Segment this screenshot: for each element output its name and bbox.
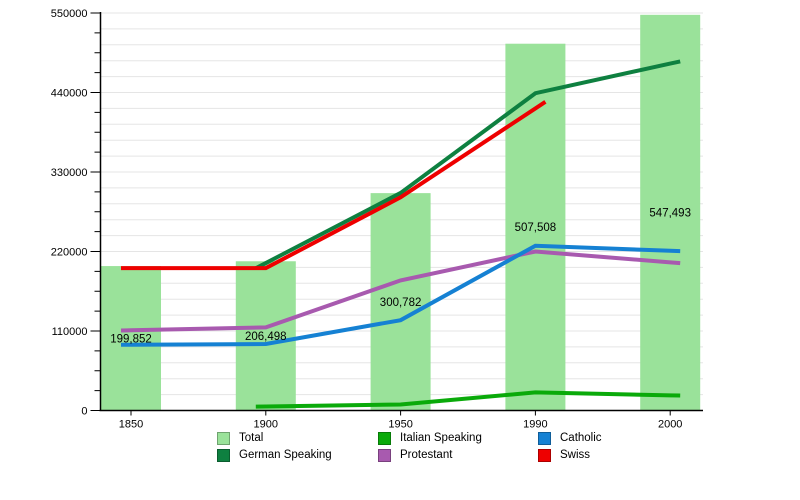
protestant-swatch-icon bbox=[378, 448, 391, 462]
bar-value-label: 199,852 bbox=[110, 333, 152, 345]
bar-1950 bbox=[370, 193, 431, 411]
y-axis-tick-label: 550000 bbox=[51, 8, 88, 20]
bar-1850 bbox=[101, 266, 161, 411]
total-swatch-icon bbox=[217, 431, 230, 445]
y-axis-tick-label: 220000 bbox=[51, 247, 88, 259]
catholic-swatch-icon bbox=[538, 431, 551, 445]
bar-2000 bbox=[640, 14, 701, 411]
bar-1990 bbox=[505, 43, 566, 411]
y-axis-tick-label: 330000 bbox=[51, 167, 88, 179]
legend-item-total: Total bbox=[217, 431, 378, 445]
legend-item-italian-speaking: Italian Speaking bbox=[378, 431, 538, 445]
legend-item-swiss: Swiss bbox=[538, 448, 668, 462]
line-swiss bbox=[121, 100, 547, 271]
german-speaking-swatch-icon bbox=[217, 448, 230, 462]
legend-label: Swiss bbox=[560, 449, 591, 461]
x-axis-tick-label: 1850 bbox=[119, 419, 143, 431]
legend-label: Catholic bbox=[560, 432, 602, 444]
line-italian-speaking bbox=[255, 390, 681, 409]
line-german-speaking bbox=[254, 59, 681, 271]
bar-value-label: 206,498 bbox=[245, 331, 287, 343]
y-axis-tick-label: 440000 bbox=[51, 88, 88, 100]
x-axis-tick-label: 1990 bbox=[523, 419, 547, 431]
x-axis-tick-label: 1900 bbox=[254, 419, 278, 431]
line-catholic bbox=[120, 243, 681, 347]
chart-plot-area: 0 110000 220000 330000 440000 550000 1850 1900 1… bbox=[51, 8, 703, 431]
legend-item-german-speaking: German Speaking bbox=[217, 448, 378, 462]
legend-label: Total bbox=[239, 432, 264, 444]
legend-label: Protestant bbox=[400, 449, 453, 461]
bar-value-label: 547,493 bbox=[649, 208, 691, 220]
y-axis-tick-label: 0 bbox=[81, 406, 87, 418]
swiss-swatch-icon bbox=[538, 448, 551, 462]
bar-value-label: 507,508 bbox=[515, 222, 557, 234]
bar-1900 bbox=[235, 261, 296, 411]
line-protestant bbox=[120, 249, 681, 333]
legend-item-protestant: Protestant bbox=[378, 448, 538, 462]
legend-label: Italian Speaking bbox=[400, 432, 482, 444]
legend-item-catholic: Catholic bbox=[538, 431, 668, 445]
legend-label: German Speaking bbox=[239, 449, 332, 461]
x-axis-tick-label: 1950 bbox=[388, 419, 412, 431]
bar-value-label: 300,782 bbox=[380, 297, 422, 309]
chart-legend: Total German Speaking Italian Speaking P… bbox=[217, 431, 668, 462]
x-axis-tick-label: 2000 bbox=[658, 419, 682, 431]
y-axis-tick-label: 110000 bbox=[52, 326, 88, 338]
italian-speaking-swatch-icon bbox=[378, 431, 391, 445]
